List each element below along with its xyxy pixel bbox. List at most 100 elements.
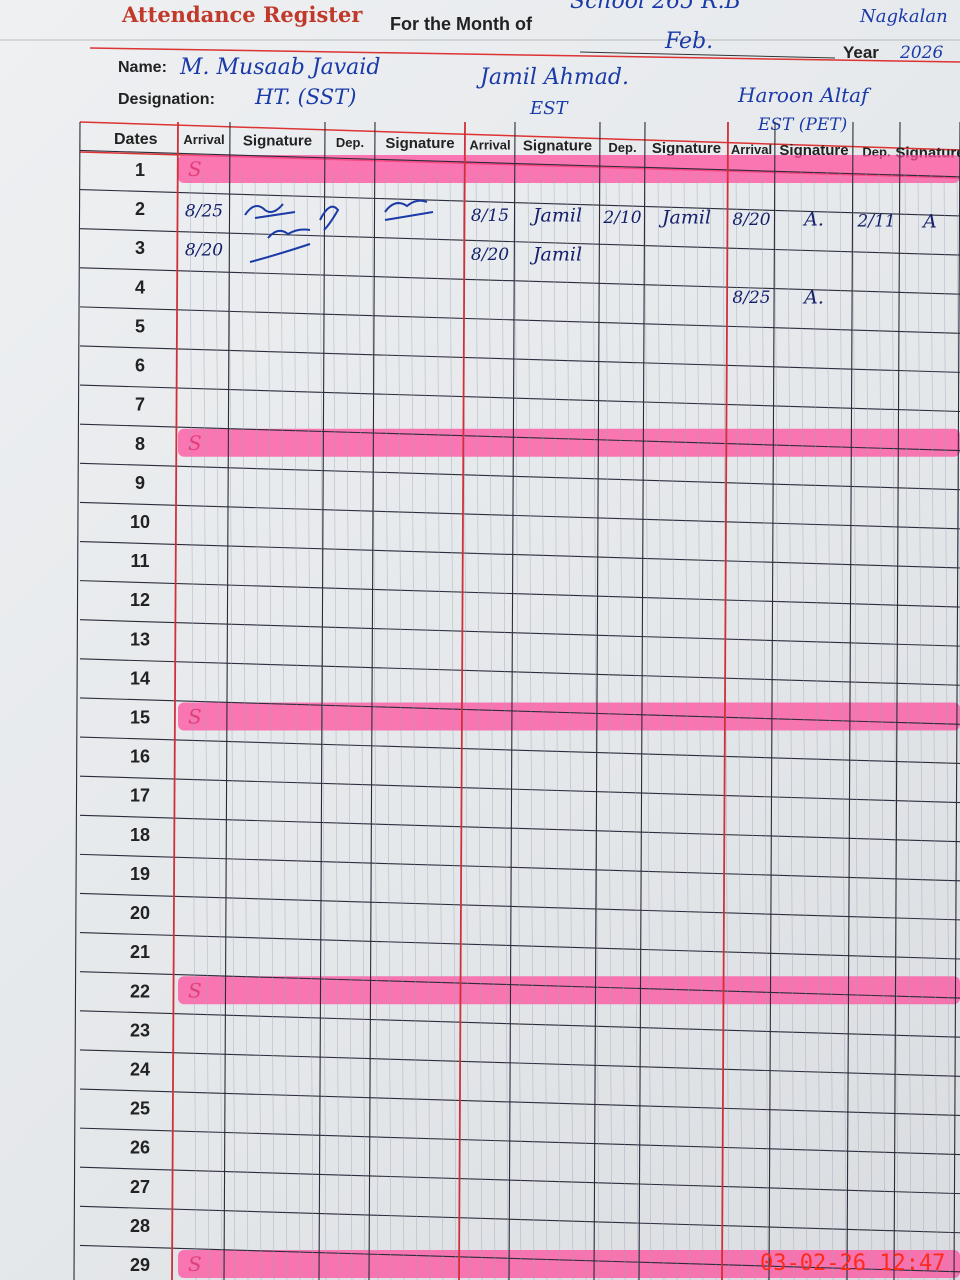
holiday-highlight [178, 702, 960, 731]
sub-grid [930, 171, 938, 1280]
row-rule [79, 1010, 960, 1038]
sub-grid [813, 171, 821, 1280]
year-label: Year [843, 43, 879, 62]
column-header: Signature [243, 133, 312, 150]
sub-grid [371, 171, 379, 1280]
sub-grid [228, 171, 236, 1280]
signature-scribble [249, 228, 311, 263]
cell-entry: Jamil [658, 207, 711, 229]
sub-grid [904, 171, 912, 1280]
date-number: 15 [130, 708, 150, 728]
sub-grid [410, 171, 418, 1280]
sub-grid [215, 171, 223, 1280]
sub-grid [865, 171, 873, 1280]
sub-grid [397, 171, 405, 1280]
row-rule [79, 736, 960, 765]
cell-entry: 2/10 [602, 208, 641, 228]
date-number: 12 [130, 590, 150, 610]
grid: Arrival Signature Dep. Signature Arrival Sign… [73, 121, 960, 1280]
sub-grid [670, 171, 678, 1280]
date-number: 7 [135, 395, 145, 415]
sub-grid [878, 171, 886, 1280]
holiday-mark: S [188, 705, 202, 729]
sub-grid [605, 171, 613, 1280]
row-rule [79, 1205, 960, 1234]
column-rule [458, 121, 466, 1280]
column-rule [593, 121, 601, 1280]
row-rule [79, 345, 960, 373]
cell-entry: A [921, 210, 937, 232]
sub-grid [189, 171, 197, 1280]
sub-grid [475, 171, 483, 1280]
cell-entry: Jamil [529, 205, 582, 227]
row-rule [79, 932, 960, 960]
holiday-highlight [178, 1250, 960, 1278]
column-header: Dep. [336, 135, 364, 150]
sub-grid [917, 171, 925, 1280]
sub-grid [787, 171, 795, 1280]
cell-entry: 8/25 [185, 202, 223, 222]
sub-grid [280, 171, 288, 1280]
date-number: 10 [130, 512, 150, 532]
date-number: 25 [130, 1099, 150, 1119]
month-rule [579, 51, 836, 59]
holiday-mark: S [188, 431, 202, 455]
date-number: 27 [130, 1177, 150, 1197]
cell-entry: 2/11 [856, 212, 895, 232]
date-number: 17 [130, 786, 150, 806]
row-rule [79, 423, 960, 452]
header-rule [79, 121, 960, 151]
sub-grid [553, 171, 561, 1280]
column-rule [223, 121, 231, 1280]
date-number: 24 [130, 1059, 150, 1079]
date-number: 11 [130, 551, 149, 571]
date-number: 14 [130, 668, 150, 688]
sub-grid [319, 171, 327, 1280]
row-rule [79, 149, 960, 178]
date-number: 2 [135, 199, 145, 219]
cell-entry: A. [802, 287, 824, 309]
column-rule [721, 121, 729, 1280]
column-header: Arrival [183, 132, 224, 147]
row-rule [79, 540, 960, 569]
date-number: 3 [135, 238, 145, 258]
sub-grid [657, 171, 665, 1280]
staff-name: Haroon Altaf [737, 83, 872, 107]
row-rule [79, 384, 960, 413]
column-rule [768, 121, 776, 1280]
sub-grid [345, 171, 353, 1280]
timestamp: 03-02-26 12:47 [760, 1251, 945, 1276]
staff-name: M. Musaab Javaid [179, 55, 380, 80]
title: Attendance Register [121, 2, 363, 27]
date-number: 20 [130, 903, 150, 923]
school: School 265 R.B [570, 0, 741, 14]
cell-entry: 8/20 [471, 245, 509, 265]
date-number: 1 [135, 160, 145, 180]
sub-grid [267, 171, 275, 1280]
column-rule [638, 121, 646, 1280]
sub-grid [293, 171, 301, 1280]
sub-grid [943, 171, 951, 1280]
sub-grid [644, 171, 652, 1280]
sub-grid [241, 171, 249, 1280]
sub-grid [722, 171, 730, 1280]
column-header: Arrival [731, 142, 772, 157]
sub-grid [384, 171, 392, 1280]
sub-grid [735, 171, 743, 1280]
sub-grid [436, 171, 444, 1280]
date-number: 21 [130, 942, 150, 962]
sub-grid [579, 171, 587, 1280]
date-number: 18 [130, 825, 150, 845]
row-rule [79, 1127, 960, 1156]
date-number: 4 [135, 277, 145, 297]
date-number: 19 [130, 864, 150, 884]
column-rule [953, 121, 960, 1280]
row-rule [79, 1244, 960, 1273]
sub-grid [332, 171, 340, 1280]
sub-grid [748, 171, 756, 1280]
row-rule [79, 462, 960, 491]
month-label: For the Month of [390, 14, 533, 34]
row-rule [79, 971, 960, 999]
sub-grid [761, 171, 769, 1280]
